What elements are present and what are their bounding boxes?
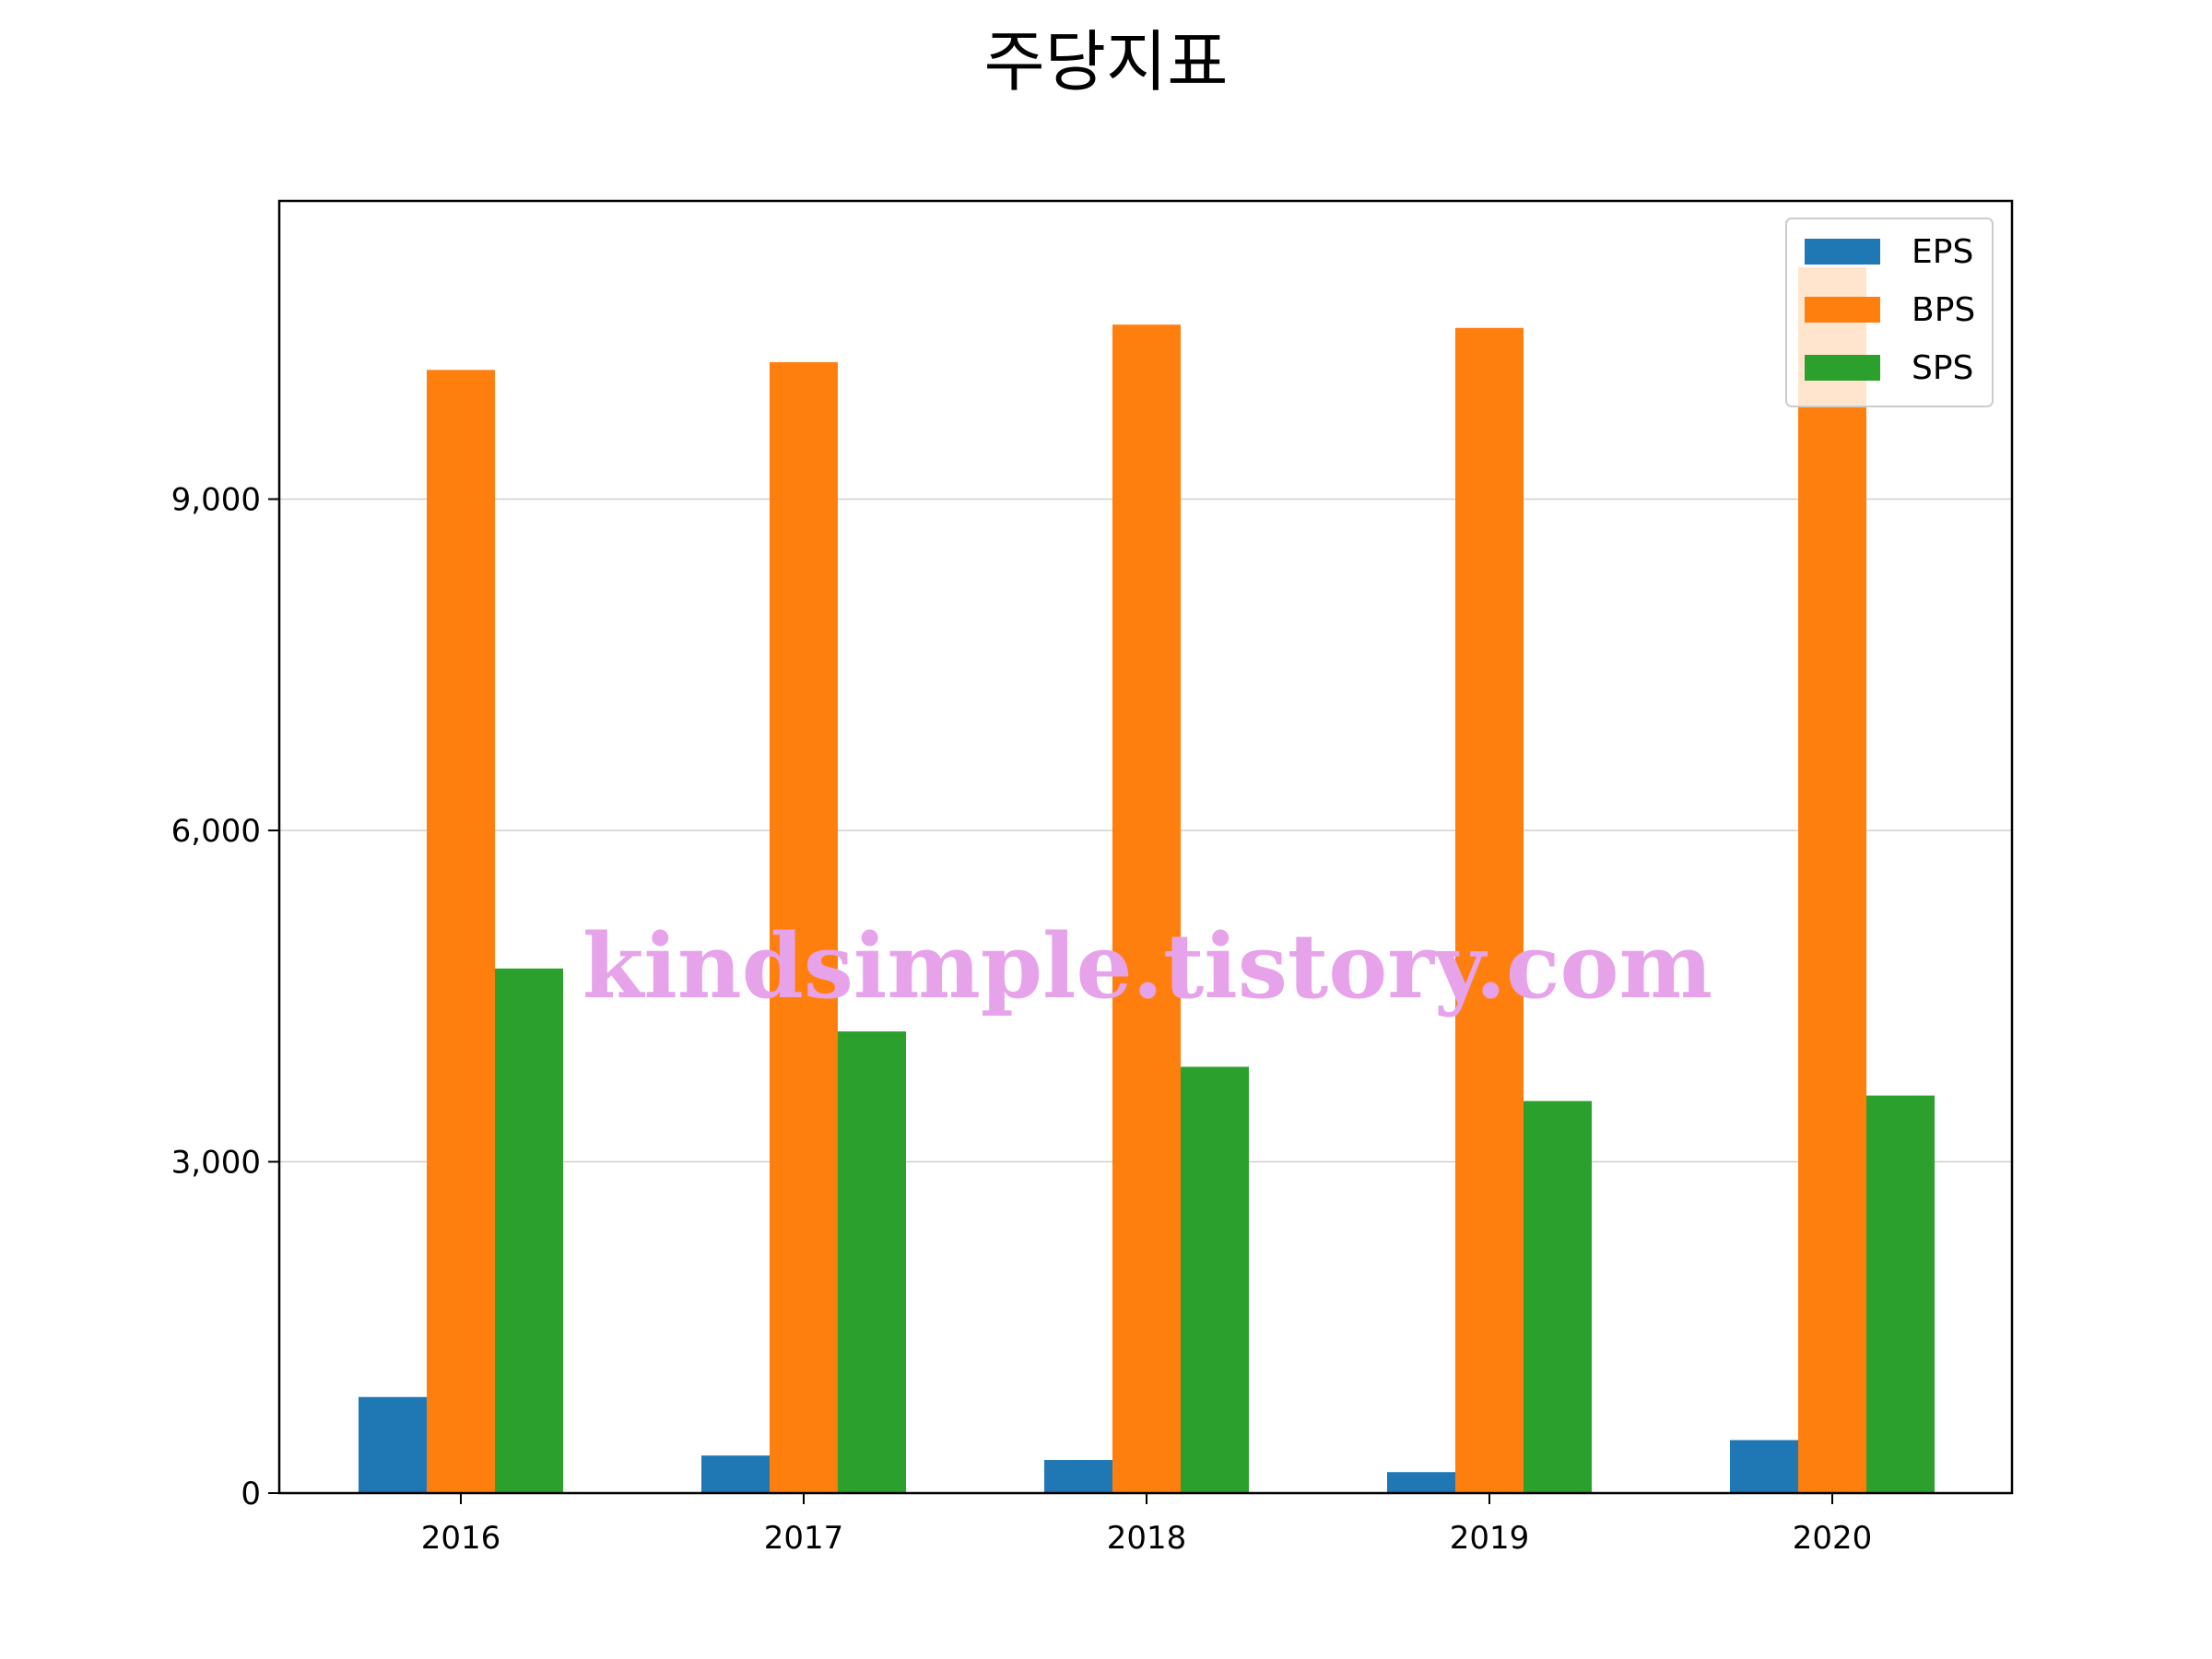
x-tick-label: 2017 [764, 1520, 844, 1557]
bar-sps-2019 [1524, 1100, 1592, 1493]
bar-bps-2016 [427, 370, 495, 1493]
y-tick-label: 3,000 [171, 1145, 261, 1182]
x-tick-label: 2018 [1107, 1520, 1187, 1557]
watermark-text: kindsimple.tistory.com [582, 914, 1712, 1018]
bar-bps-2019 [1455, 327, 1524, 1493]
y-tick-label: 9,000 [171, 482, 261, 519]
x-tick-label: 2019 [1450, 1520, 1530, 1557]
bar-sps-2020 [1866, 1095, 1935, 1493]
legend: EPS BPS SPS [1785, 218, 1994, 407]
legend-label-sps: SPS [1912, 349, 1973, 387]
legend-swatch-sps [1805, 355, 1880, 381]
bar-sps-2017 [838, 1031, 906, 1493]
bar-eps-2018 [1044, 1460, 1112, 1493]
bars [359, 266, 1935, 1494]
bar-sps-2016 [495, 968, 563, 1493]
bar-eps-2020 [1730, 1440, 1798, 1493]
y-axis: 0 3,000 6,000 9,000 [171, 482, 279, 1512]
bar-eps-2016 [359, 1396, 427, 1493]
chart-title: 주당지표 [984, 23, 1229, 100]
bar-sps-2018 [1181, 1066, 1249, 1493]
legend-swatch-bps [1805, 297, 1880, 323]
legend-label-bps: BPS [1912, 291, 1975, 329]
x-axis: 2016 2017 2018 2019 2020 [421, 1493, 1873, 1557]
bar-bps-2018 [1112, 324, 1181, 1494]
x-tick-label: 2016 [421, 1520, 501, 1557]
legend-swatch-eps [1805, 239, 1880, 265]
bar-bps-2020 [1798, 266, 1866, 1493]
y-tick-label: 6,000 [171, 813, 261, 850]
bar-eps-2017 [701, 1455, 770, 1493]
legend-label-eps: EPS [1912, 233, 1973, 271]
y-tick-label: 0 [241, 1476, 261, 1512]
bar-eps-2019 [1387, 1472, 1455, 1493]
bar-bps-2017 [770, 361, 838, 1493]
x-tick-label: 2020 [1793, 1520, 1873, 1557]
